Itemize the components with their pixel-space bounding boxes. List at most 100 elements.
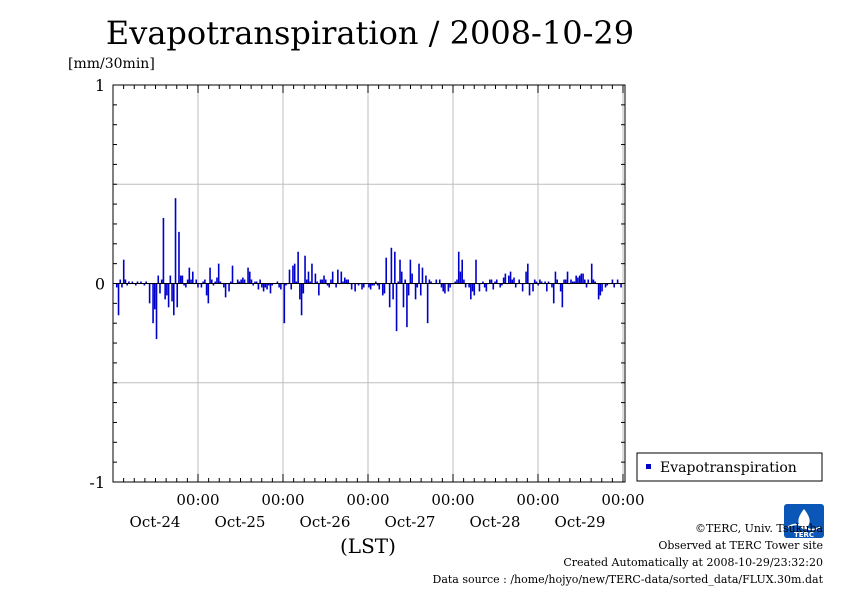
data-bar xyxy=(331,271,334,284)
data-bar xyxy=(390,247,393,284)
data-bar xyxy=(375,281,377,284)
data-bar xyxy=(578,275,581,284)
data-bar xyxy=(243,279,246,284)
data-bar xyxy=(416,283,419,288)
data-bar xyxy=(219,281,222,284)
data-bar xyxy=(328,283,331,288)
data-bar xyxy=(459,271,462,284)
data-bar xyxy=(300,283,303,316)
data-bar xyxy=(195,279,198,284)
data-bar xyxy=(561,283,564,308)
data-bar xyxy=(611,279,614,284)
data-bar xyxy=(528,283,531,296)
data-bar xyxy=(140,281,142,284)
data-bar xyxy=(202,281,204,284)
data-bar xyxy=(535,281,538,284)
data-bar xyxy=(335,283,337,288)
data-bar xyxy=(207,283,210,304)
data-bar xyxy=(340,271,343,284)
data-bar xyxy=(166,283,168,296)
data-bar xyxy=(311,263,313,284)
data-bar xyxy=(276,281,279,284)
data-bar xyxy=(257,283,260,290)
data-bar xyxy=(580,273,583,284)
data-bar xyxy=(537,283,539,286)
chart-title: Evapotranspiration / 2008-10-29 xyxy=(105,14,635,52)
data-bar xyxy=(620,283,622,288)
data-bar xyxy=(438,279,441,284)
x-tick-date-label: Oct-26 xyxy=(300,513,351,531)
data-bar xyxy=(556,279,558,284)
logo-text: TERC xyxy=(794,531,814,539)
data-bar xyxy=(404,279,406,284)
x-axis-label: (LST) xyxy=(340,534,396,558)
data-bar xyxy=(585,283,588,288)
data-bar xyxy=(547,281,550,284)
data-bar xyxy=(342,281,344,284)
created-text: Created Automatically at 2008-10-29/23:3… xyxy=(563,556,823,569)
data-bar xyxy=(495,279,498,284)
data-bar xyxy=(181,275,184,284)
data-bar xyxy=(388,283,391,308)
x-tick-date-label: Oct-27 xyxy=(385,513,436,531)
data-bar xyxy=(128,281,130,284)
data-bar xyxy=(435,279,438,284)
data-bar xyxy=(468,283,470,288)
data-bar xyxy=(552,283,555,304)
data-bar xyxy=(162,218,165,284)
data-bar xyxy=(485,283,488,292)
data-bar xyxy=(400,271,403,284)
data-bar xyxy=(430,281,432,284)
data-bar xyxy=(174,198,177,284)
plot-frame xyxy=(112,84,626,483)
data-bar xyxy=(489,279,491,284)
data-bar xyxy=(378,283,381,290)
data-bar xyxy=(200,283,203,288)
data-bar xyxy=(316,281,318,284)
data-bar xyxy=(299,283,301,300)
data-bar xyxy=(205,283,208,296)
data-bar xyxy=(262,283,265,292)
data-bar xyxy=(371,283,374,286)
data-bar xyxy=(406,283,408,328)
x-tick-date-label: Oct-29 xyxy=(555,513,606,531)
data-bar xyxy=(414,283,417,300)
data-bar xyxy=(278,283,280,288)
data-bar xyxy=(323,275,325,284)
data-bar xyxy=(148,283,151,304)
data-bar xyxy=(514,283,517,288)
legend-label: Evapotranspiration xyxy=(660,460,797,476)
data-bar xyxy=(236,279,239,284)
data-bar xyxy=(442,283,444,292)
data-bar xyxy=(309,281,312,284)
data-bar xyxy=(242,277,244,284)
data-bar xyxy=(551,283,553,288)
data-bar xyxy=(186,279,189,284)
data-bar xyxy=(212,283,215,286)
data-bar xyxy=(326,283,329,286)
legend-swatch xyxy=(646,464,651,469)
data-bar xyxy=(267,283,270,286)
legend-box xyxy=(636,452,823,482)
data-bar xyxy=(577,277,579,284)
data-bar xyxy=(470,283,472,300)
data-bar xyxy=(330,279,332,284)
data-bar xyxy=(302,283,305,294)
data-bar xyxy=(597,283,600,300)
data-bar xyxy=(283,283,286,324)
data-bar xyxy=(613,283,615,288)
data-bar xyxy=(409,259,412,284)
data-bar xyxy=(266,283,268,290)
data-bar xyxy=(570,279,572,284)
data-bar xyxy=(544,281,546,284)
data-bar xyxy=(304,255,306,284)
data-bar xyxy=(271,283,274,286)
data-bar xyxy=(357,283,360,286)
legend: Evapotranspiration xyxy=(636,452,823,482)
data-bar xyxy=(604,283,607,288)
data-bar xyxy=(461,259,463,284)
data-bar xyxy=(540,281,543,284)
data-bar xyxy=(592,279,595,284)
x-tick-time-label: 00:00 xyxy=(431,491,474,509)
data-bar xyxy=(440,283,443,288)
